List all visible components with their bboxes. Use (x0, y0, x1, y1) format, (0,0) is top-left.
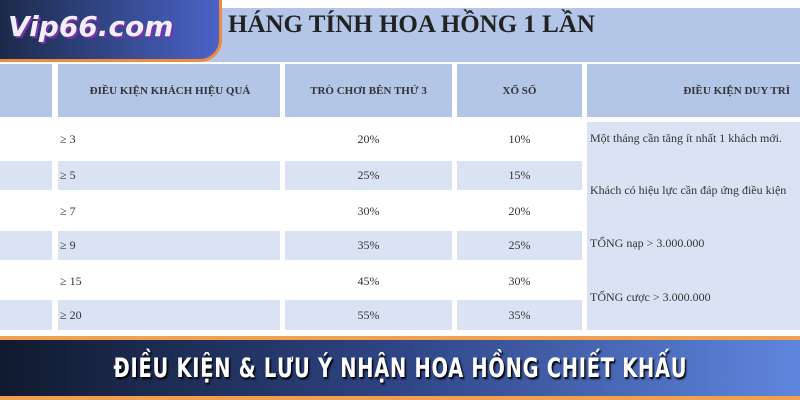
maintain-line: Khách có hiệu lực cần đáp ứng điều kiện (590, 183, 787, 197)
row-label-cell (0, 231, 52, 260)
bottom-banner: ĐIỀU KIỆN & LƯU Ý NHẬN HOA HỒNG CHIẾT KH… (0, 336, 800, 400)
maintain-line: TỔNG nạp > 3.000.000 (590, 236, 705, 250)
lottery-rate-cell: 35% (457, 300, 582, 330)
effective-customers-cell: ≥ 5 (58, 161, 280, 190)
third-party-rate-cell: 55% (285, 300, 452, 330)
banner-title: ĐIỀU KIỆN & LƯU Ý NHẬN HOA HỒNG CHIẾT KH… (113, 352, 687, 384)
effective-customers-cell: ≥ 7 (60, 203, 76, 218)
maintain-line: TỔNG cược > 3.000.000 (590, 290, 711, 304)
third-party-rate-cell: 30% (357, 203, 380, 218)
header-lottery: XỔ SỐ (457, 64, 582, 117)
header-effective-customers: ĐIỀU KIỆN KHÁCH HIỆU QUẢ (58, 64, 280, 117)
effective-customers-cell: ≥ 15 (60, 273, 82, 288)
row-label-cell (0, 122, 52, 156)
maintain-line: Một tháng cần tăng ít nhất 1 khách mới. (590, 131, 782, 145)
lottery-rate-cell: 20% (508, 203, 531, 218)
effective-customers-cell: ≥ 3 (60, 131, 76, 146)
effective-customers-cell: ≥ 9 (58, 231, 280, 260)
third-party-rate-cell: 25% (285, 161, 452, 190)
third-party-rate-cell: 20% (357, 131, 380, 146)
third-party-rate-cell: 35% (285, 231, 452, 260)
row-label-cell (0, 161, 52, 190)
effective-customers-cell: ≥ 20 (58, 300, 280, 330)
header-third-party-games: TRÒ CHƠI BÊN THỨ 3 (285, 64, 452, 117)
vip66-logo: Vip66.com (0, 0, 222, 62)
lottery-rate-cell: 15% (457, 161, 582, 190)
header-maintain-conditions: ĐIỀU KIỆN DUY TRÌ (587, 64, 800, 117)
row-label-cell (0, 196, 52, 226)
logo-text: Vip66.com (8, 10, 174, 43)
lottery-rate-cell: 30% (508, 273, 531, 288)
header-cell-blank (0, 64, 52, 117)
third-party-rate-cell: 45% (357, 273, 380, 288)
lottery-rate-cell: 10% (508, 131, 531, 146)
row-label-cell (0, 300, 52, 330)
lottery-rate-cell: 25% (457, 231, 582, 260)
row-label-cell (0, 266, 52, 296)
maintain-conditions-cell: Một tháng cần tăng ít nhất 1 khách mới. … (587, 122, 800, 330)
